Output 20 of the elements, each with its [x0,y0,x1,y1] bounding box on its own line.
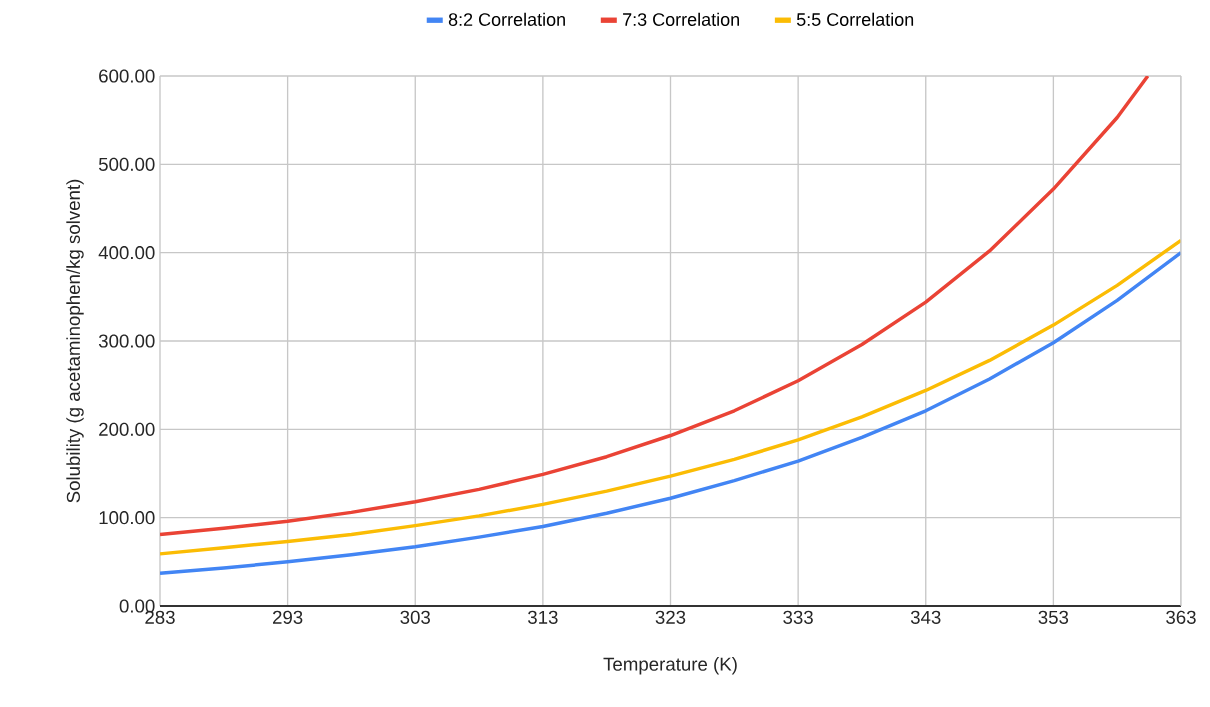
y-axis-title: Solubility (g acetaminophen/kg solvent) [66,179,84,503]
legend-label: 5:5 Correlation [796,12,914,26]
x-tick-label: 313 [528,610,558,624]
x-tick-label: 303 [400,610,430,624]
y-tick-label: 100.00 [99,511,155,525]
y-tick-label: 200.00 [99,422,155,436]
line-series [160,76,1150,537]
y-tick-label: 600.00 [99,69,155,83]
y-tick-label: 400.00 [98,246,155,260]
x-tick-label: 363 [1166,610,1196,624]
x-tick-label: 353 [1038,610,1069,624]
legend-label: 8:2 Correlation [448,12,565,26]
x-tick-label: 343 [910,610,941,624]
legend-label: 7:3 Correlation [623,12,739,26]
x-tick-label: 293 [273,610,303,624]
x-tick-label: 333 [783,610,813,624]
x-axis-title: Temperature (K) [603,657,737,675]
x-tick-label: 323 [655,610,686,624]
y-tick-label: 500.00 [98,157,155,171]
y-tick-label: 300.00 [98,334,155,348]
